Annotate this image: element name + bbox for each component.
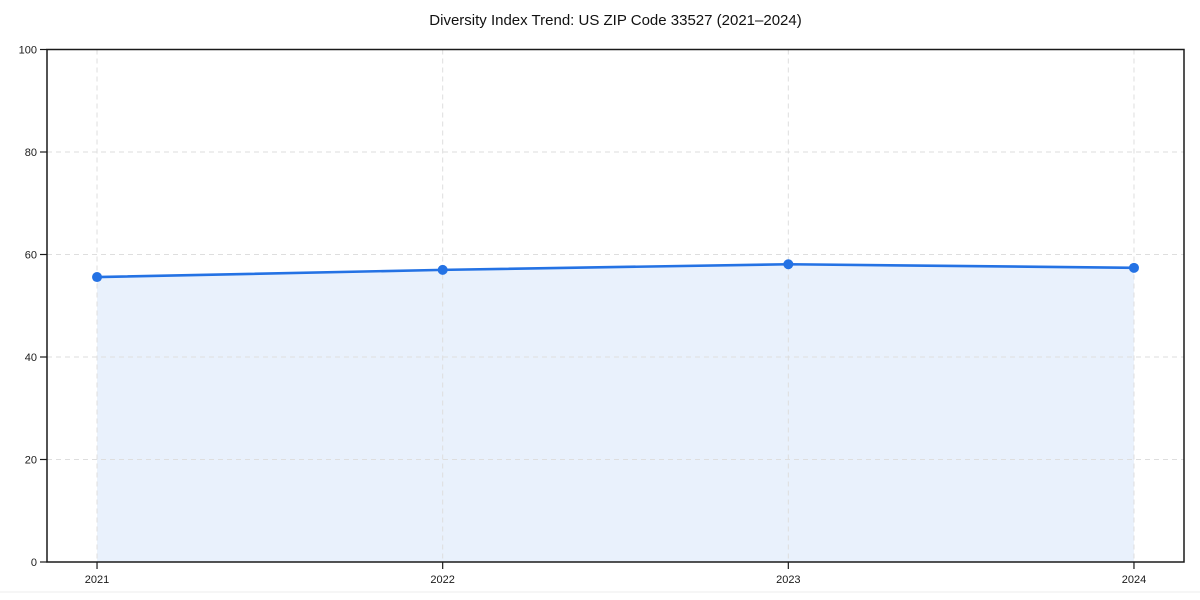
x-tick-label: 2024 — [1122, 574, 1146, 586]
trend-line — [95, 262, 1136, 279]
data-point-2022 — [437, 264, 448, 275]
y-tick-label: 100 — [19, 45, 37, 57]
y-tick-label: 40 — [25, 352, 37, 364]
plot-border — [46, 48, 1185, 563]
chart-title: Diversity Index Trend: US ZIP Code 33527… — [429, 12, 802, 29]
y-tick-label: 20 — [25, 455, 37, 467]
data-point-2023 — [783, 259, 794, 270]
data-point-2021 — [92, 272, 103, 283]
y-tick-label: 80 — [25, 147, 37, 159]
data-point-2024 — [1128, 262, 1139, 273]
area-fill — [97, 264, 1134, 562]
y-tick-label: 60 — [25, 250, 37, 262]
y-tick-label: 0 — [31, 557, 37, 569]
x-tick-label: 2021 — [85, 574, 109, 586]
x-tick-label: 2023 — [776, 574, 800, 586]
x-tick-label: 2022 — [430, 574, 454, 586]
